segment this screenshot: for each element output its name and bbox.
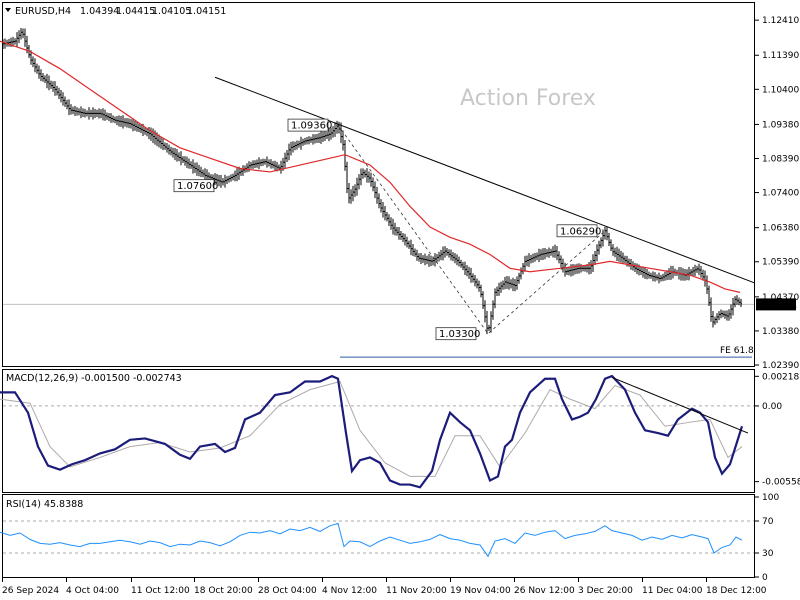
price-plot: 1.04151 FE 61.8 1.09360 1.07600 1.06290 1.033… bbox=[0, 27, 797, 358]
rsi-header: RSI(14) 45.8388 bbox=[6, 499, 83, 510]
time-tick-label: 11 Nov 20:00 bbox=[386, 586, 447, 596]
time-tick-label: 11 Oct 12:00 bbox=[131, 586, 190, 596]
price-panel-frame bbox=[2, 2, 755, 367]
level-label: 1.06290 bbox=[560, 226, 601, 237]
dropdown-triangle-icon[interactable] bbox=[5, 8, 11, 12]
time-tick-label: 28 Oct 04:00 bbox=[258, 586, 317, 596]
time-tick-label: 18 Dec 12:00 bbox=[706, 586, 767, 596]
ohlc-close: 1.04151 bbox=[187, 6, 226, 17]
time-tick-label: 4 Oct 04:00 bbox=[66, 586, 119, 596]
time-tick-label: 4 Nov 12:00 bbox=[322, 586, 377, 596]
current-price-label: 1.04151 bbox=[760, 300, 797, 310]
rsi-axis: 100 70 30 0 bbox=[755, 493, 779, 583]
price-header: EURUSD,H4 1.04394 1.04415 1.04105 1.0415… bbox=[5, 6, 226, 17]
price-tick-label: 1.03380 bbox=[762, 327, 799, 337]
macd-tick-label: 0.00 bbox=[762, 402, 782, 412]
price-tick-label: 1.06380 bbox=[762, 224, 799, 234]
macd-panel-frame bbox=[2, 369, 755, 493]
resistance-trendline bbox=[214, 76, 756, 284]
rsi-tick-label: 30 bbox=[762, 549, 774, 559]
rsi-panel-frame bbox=[2, 494, 755, 578]
level-label-box bbox=[173, 179, 215, 193]
rsi-tick-label: 100 bbox=[762, 493, 779, 503]
moving-average-line bbox=[0, 40, 741, 293]
time-tick-label: 26 Nov 12:00 bbox=[514, 586, 575, 596]
time-axis: 26 Sep 2024 4 Oct 04:00 11 Oct 12:00 18 Oct… bbox=[2, 578, 767, 596]
ohlc-low: 1.04105 bbox=[152, 6, 191, 17]
macd-axis: 0.002182 0.00 -0.005584 bbox=[755, 372, 800, 488]
ohlc-open: 1.04394 bbox=[80, 6, 119, 17]
macd-signal-line bbox=[0, 380, 743, 477]
rsi-tick-label: 0 bbox=[762, 573, 768, 583]
price-tick-label: 1.10400 bbox=[762, 85, 799, 95]
price-tick-label: 1.12410 bbox=[762, 16, 799, 26]
price-axis: 1.12410 1.11390 1.10400 1.09380 1.08390 1.074… bbox=[755, 16, 799, 371]
macd-tick-label: 0.002182 bbox=[762, 372, 800, 382]
macd-plot bbox=[0, 374, 754, 489]
price-tick-label: 1.02390 bbox=[762, 361, 799, 371]
price-tick-label: 1.04370 bbox=[762, 293, 799, 303]
price-tick-label: 1.05390 bbox=[762, 258, 799, 268]
rsi-line bbox=[0, 522, 743, 558]
price-tick-label: 1.11390 bbox=[762, 51, 799, 61]
macd-header: MACD(12,26,9) -0.001500 -0.002743 bbox=[6, 373, 182, 384]
level-label: 1.09360 bbox=[291, 121, 332, 132]
time-tick-label: 18 Oct 20:00 bbox=[194, 586, 253, 596]
time-tick-label: 3 Dec 20:00 bbox=[578, 586, 633, 596]
time-tick-label: 19 Nov 04:00 bbox=[450, 586, 511, 596]
price-tick-label: 1.07400 bbox=[762, 189, 799, 199]
symbol-header: EURUSD,H4 bbox=[15, 6, 71, 17]
macd-trendline bbox=[611, 376, 749, 434]
level-label: 1.03300 bbox=[439, 329, 480, 340]
macd-tick-label: -0.005584 bbox=[762, 478, 800, 488]
current-price-marker bbox=[756, 298, 796, 311]
price-tick-label: 1.08390 bbox=[762, 154, 799, 164]
zigzag-line bbox=[337, 124, 606, 335]
macd-main-line bbox=[0, 374, 744, 489]
watermark: Action Forex bbox=[460, 86, 596, 111]
fe-level-label: FE 61.8 bbox=[720, 346, 754, 356]
price-tick-label: 1.09380 bbox=[762, 120, 799, 130]
time-tick-label: 26 Sep 2024 bbox=[2, 586, 59, 596]
level-label: 1.07600 bbox=[177, 181, 218, 192]
rsi-tick-label: 70 bbox=[762, 517, 774, 527]
level-label-box bbox=[287, 118, 329, 132]
time-tick-label: 11 Dec 04:00 bbox=[642, 586, 703, 596]
ohlc-high: 1.04415 bbox=[116, 6, 155, 17]
level-label-box bbox=[435, 327, 477, 341]
level-label-box bbox=[556, 224, 598, 238]
rsi-plot bbox=[0, 520, 754, 558]
